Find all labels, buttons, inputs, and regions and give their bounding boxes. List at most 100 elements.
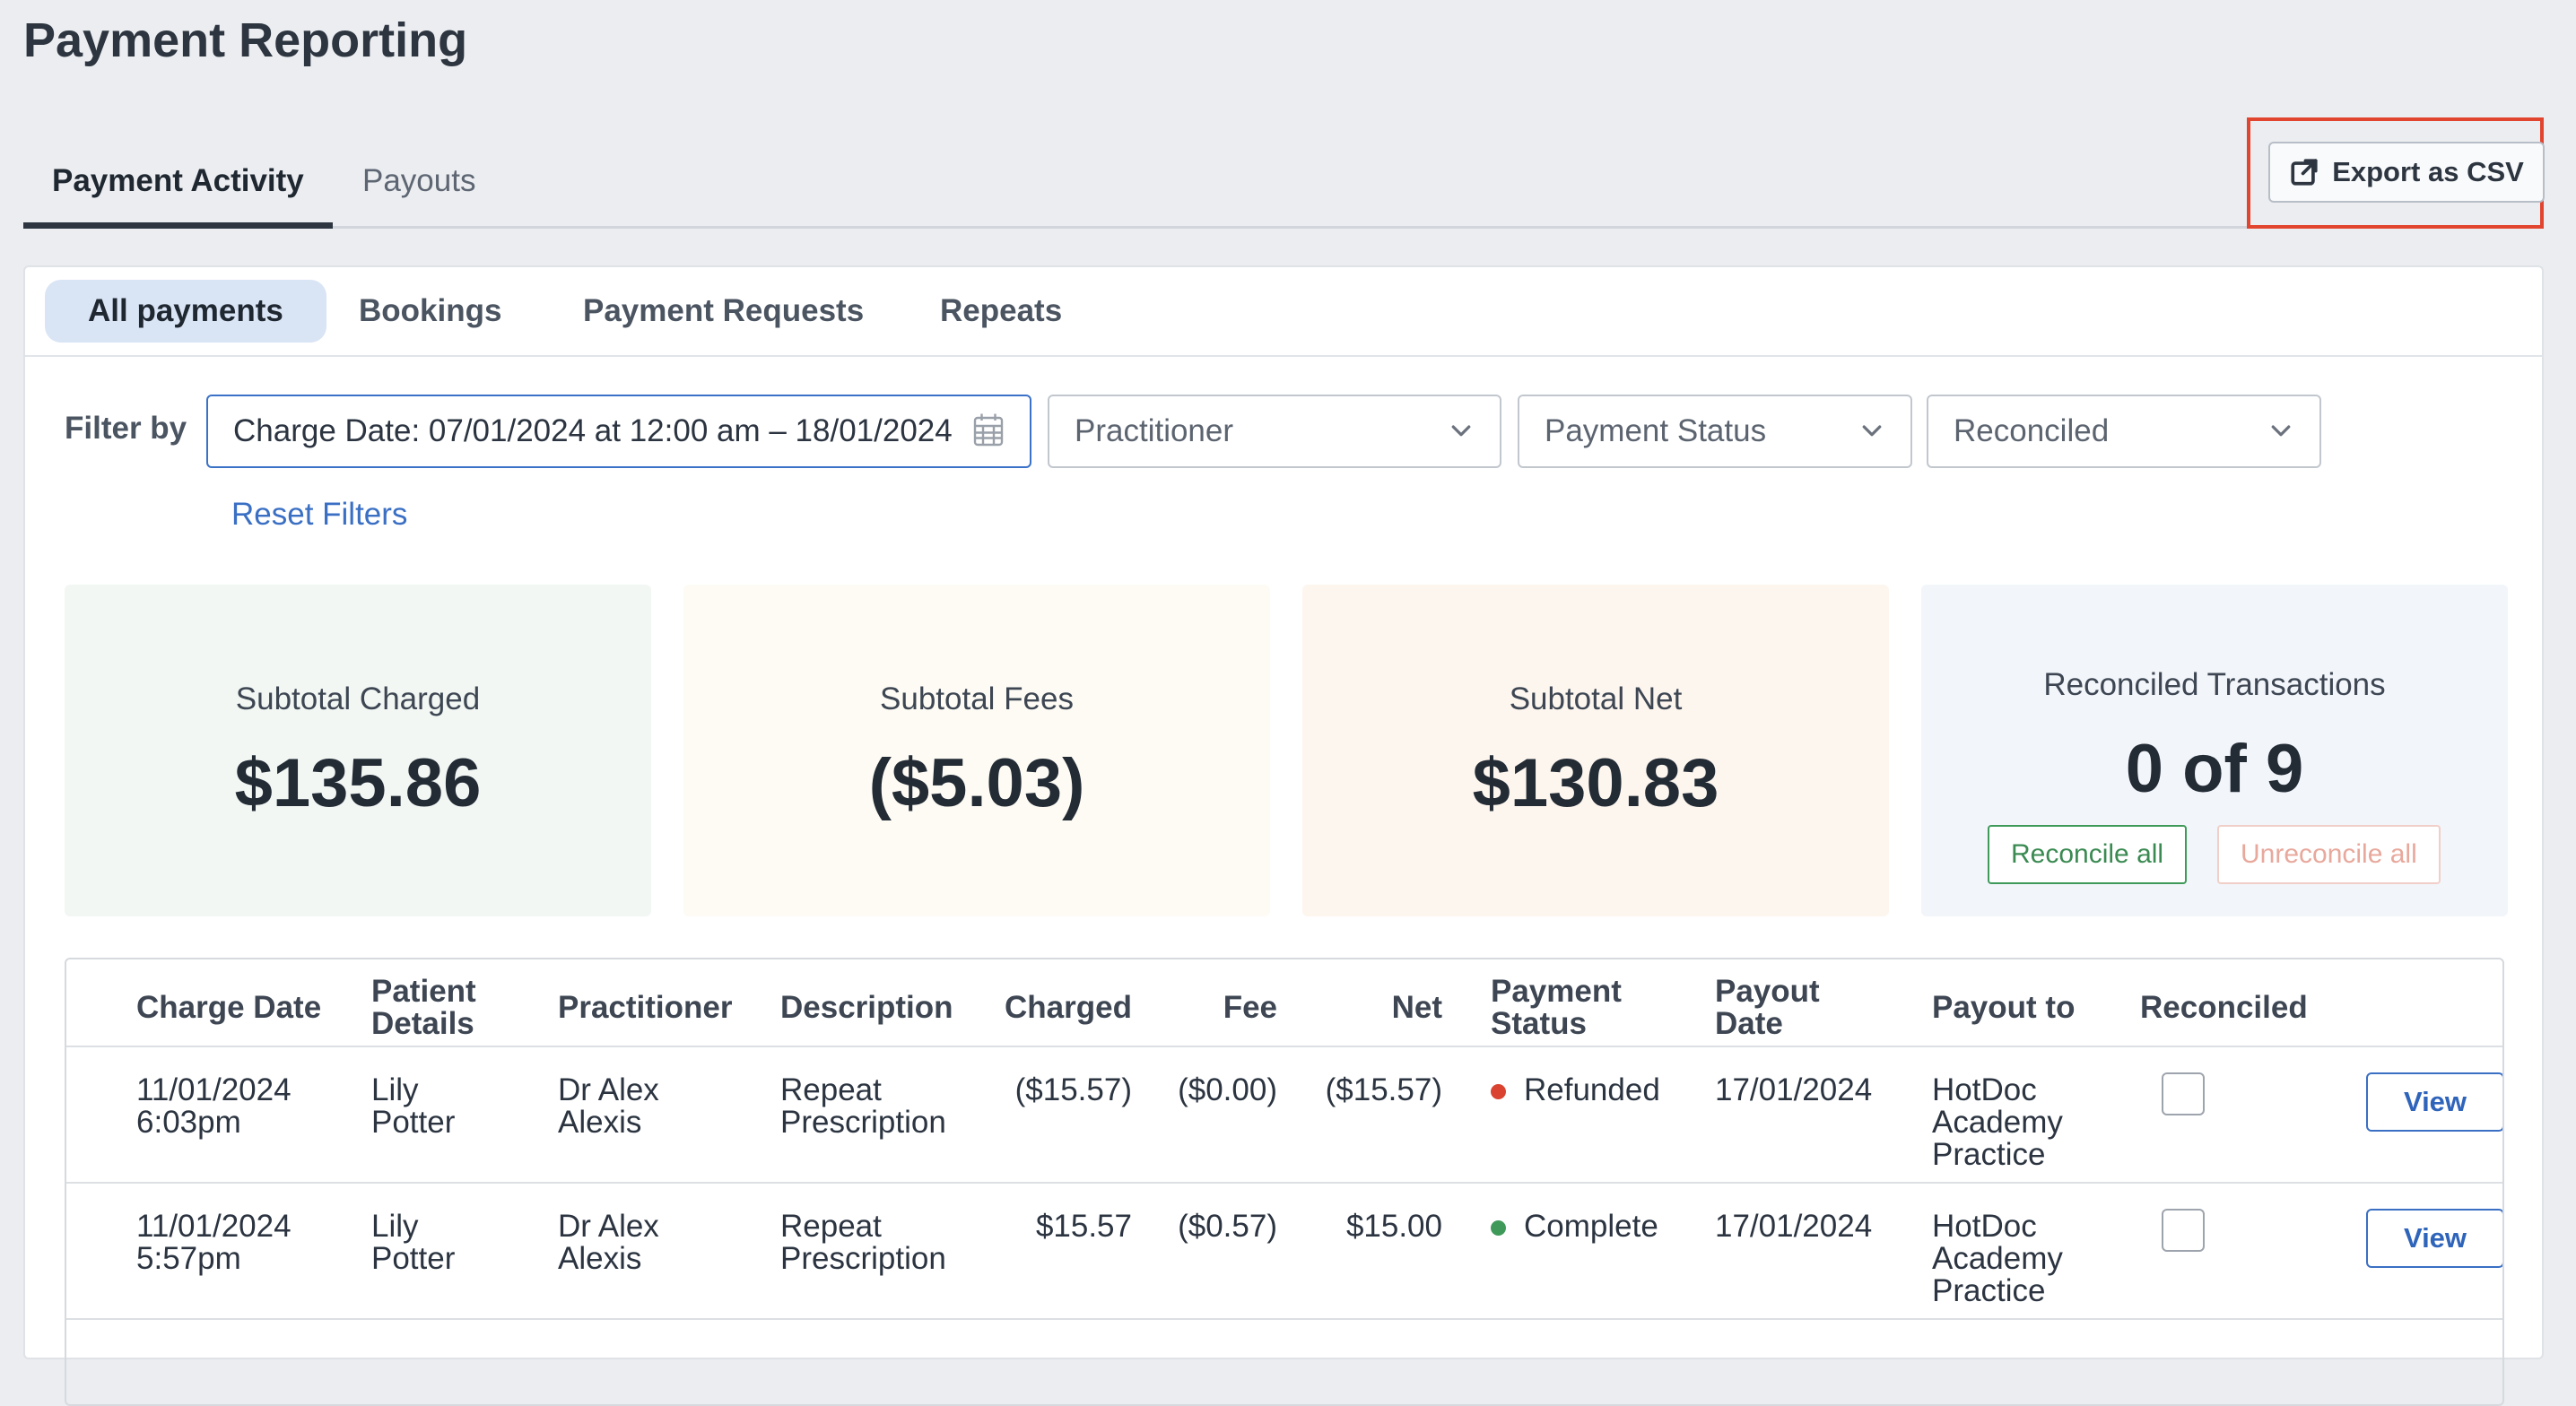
cell-payout-to-l1: HotDoc: [1932, 1072, 2037, 1107]
subtotal-fees-value: ($5.03): [868, 745, 1085, 821]
col-charge-date: Charge Date: [136, 990, 322, 1025]
col-fee: Fee: [1223, 990, 1277, 1025]
cell-time: 5:57pm: [136, 1241, 241, 1276]
chevron-down-icon: [1862, 425, 1882, 437]
cell-charge-date: 11/01/2024 5:57pm: [136, 1211, 292, 1275]
reconciled-select[interactable]: Reconciled: [1927, 395, 2321, 468]
chevron-down-icon: [1451, 425, 1471, 437]
practitioner-select[interactable]: Practitioner: [1048, 395, 1501, 468]
cell-net: ($15.57): [1325, 1072, 1442, 1107]
subtotal-charged-value: $135.86: [234, 745, 482, 821]
cell-practitioner: Dr Alex Alexis: [558, 1074, 659, 1139]
col-payout-to: Payout to: [1932, 990, 2076, 1025]
status-text: Complete: [1524, 1209, 1658, 1244]
status-text: Refunded: [1524, 1072, 1660, 1107]
cell-description-l2: Prescription: [780, 1105, 946, 1140]
cell-fee: ($0.57): [1178, 1209, 1277, 1244]
payments-panel: All payments Bookings Payment Requests R…: [23, 265, 2544, 1406]
subtotal-fees-label: Subtotal Fees: [880, 681, 1074, 716]
col-practitioner: Practitioner: [558, 990, 733, 1025]
cell-payout-date: 17/01/2024: [1715, 1072, 1873, 1107]
payment-status-select-value: Payment Status: [1545, 413, 1767, 448]
tab-payment-activity[interactable]: Payment Activity: [23, 160, 333, 229]
col-payment-status-l1: Payment: [1491, 974, 1622, 1009]
cell-payout-to-l3: Practice: [1932, 1137, 2046, 1172]
cell-date: 11/01/2024: [136, 1209, 292, 1244]
cell-net: $15.00: [1345, 1209, 1442, 1244]
cell-time: 6:03pm: [136, 1105, 241, 1140]
row-divider: [66, 1182, 2502, 1184]
cell-payment-status: Complete: [1491, 1211, 1658, 1243]
cell-payout-to-l2: Academy: [1932, 1105, 2063, 1140]
cell-description-l1: Repeat: [780, 1072, 882, 1107]
col-patient-details: Patient Details: [371, 976, 476, 1040]
col-payment-status: Payment Status: [1491, 976, 1622, 1040]
filter-label: Filter by: [65, 411, 187, 446]
practitioner-select-value: Practitioner: [1075, 413, 1234, 448]
chevron-down-icon: [2271, 425, 2291, 437]
col-payout-date-l2: Date: [1715, 1006, 1783, 1041]
unreconcile-all-button[interactable]: Unreconcile all: [2217, 825, 2441, 884]
cell-patient: Lily Potter: [371, 1074, 455, 1139]
cell-charged: $15.57: [1035, 1209, 1132, 1244]
cell-practitioner-l2: Alexis: [558, 1105, 642, 1140]
export-csv-button[interactable]: Export as CSV: [2268, 142, 2545, 203]
reconciled-select-value: Reconciled: [1954, 413, 2110, 448]
calendar-icon: [973, 413, 1004, 447]
date-range-filter[interactable]: Charge Date: 07/01/2024 at 12:00 am – 18…: [206, 395, 1031, 468]
cell-payout-date: 17/01/2024: [1715, 1209, 1873, 1244]
cell-practitioner-l1: Dr Alex: [558, 1209, 659, 1244]
date-range-value: Charge Date: 07/01/2024 at 12:00 am – 18…: [233, 413, 953, 448]
subtotal-charged-card: Subtotal Charged $135.86: [65, 585, 651, 916]
subtab-repeats[interactable]: Repeats: [940, 293, 1063, 328]
cell-description: Repeat Prescription: [780, 1074, 946, 1139]
cell-description: Repeat Prescription: [780, 1211, 946, 1275]
cell-patient-last: Potter: [371, 1105, 456, 1140]
subtab-bookings[interactable]: Bookings: [359, 293, 502, 328]
cell-fee: ($0.00): [1178, 1072, 1277, 1107]
view-button[interactable]: View: [2366, 1072, 2502, 1132]
subtotal-net-card: Subtotal Net $130.83: [1302, 585, 1889, 916]
reconciled-checkbox[interactable]: [2162, 1072, 2205, 1115]
main-tabs: Payment Activity Payouts: [23, 135, 2544, 229]
payments-table: Charge Date Patient Details Practitioner…: [65, 958, 2504, 1406]
col-net: Net: [1391, 990, 1442, 1025]
col-payout-date: Payout Date: [1715, 976, 1820, 1040]
reconciled-transactions-card: Reconciled Transactions 0 of 9 Reconcile…: [1921, 585, 2508, 916]
cell-description-l2: Prescription: [780, 1241, 946, 1276]
status-dot-icon: [1491, 1220, 1506, 1237]
subtab-payment-requests[interactable]: Payment Requests: [583, 293, 865, 328]
sub-tabs: All payments Bookings Payment Requests R…: [25, 267, 2542, 357]
external-link-icon: [2291, 159, 2318, 186]
cell-payout-to-l3: Practice: [1932, 1273, 2046, 1308]
col-charged: Charged: [1005, 990, 1132, 1025]
tab-payouts[interactable]: Payouts: [362, 163, 476, 198]
export-csv-label: Export as CSV: [2332, 156, 2524, 187]
status-dot-icon: [1491, 1084, 1506, 1100]
cell-payout-to-l1: HotDoc: [1932, 1209, 2037, 1244]
cell-practitioner-l1: Dr Alex: [558, 1072, 659, 1107]
col-description: Description: [780, 990, 953, 1025]
cell-payout-to: HotDoc Academy Practice: [1932, 1211, 2063, 1307]
payment-status-select[interactable]: Payment Status: [1518, 395, 1912, 468]
cell-payment-status: Refunded: [1491, 1074, 1660, 1107]
subtotal-net-label: Subtotal Net: [1509, 681, 1683, 716]
cell-patient-last: Potter: [371, 1241, 456, 1276]
view-button[interactable]: View: [2366, 1209, 2502, 1268]
page-title: Payment Reporting: [23, 13, 468, 67]
row-divider: [66, 1318, 2502, 1320]
cell-payout-to: HotDoc Academy Practice: [1932, 1074, 2063, 1171]
reconciled-checkbox[interactable]: [2162, 1209, 2205, 1252]
reconciled-transactions-value: 0 of 9: [2125, 731, 2304, 807]
cell-description-l1: Repeat: [780, 1209, 882, 1244]
col-reconciled: Reconciled: [2140, 990, 2308, 1025]
subtab-all-payments[interactable]: All payments: [45, 280, 326, 343]
cell-patient-first: Lily: [371, 1072, 419, 1107]
cell-patient: Lily Potter: [371, 1211, 455, 1275]
col-payment-status-l2: Status: [1491, 1006, 1587, 1041]
reset-filters-link[interactable]: Reset Filters: [231, 497, 408, 532]
cell-charge-date: 11/01/2024 6:03pm: [136, 1074, 292, 1139]
col-payout-date-l1: Payout: [1715, 974, 1820, 1009]
cell-charged: ($15.57): [1014, 1072, 1132, 1107]
reconcile-all-button[interactable]: Reconcile all: [1988, 825, 2188, 884]
